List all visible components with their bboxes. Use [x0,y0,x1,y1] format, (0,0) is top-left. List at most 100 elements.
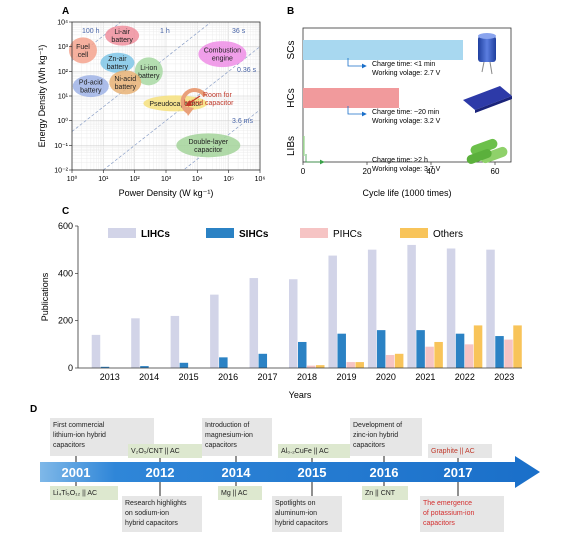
x-tick-label: 2023 [494,372,514,382]
panel-b-bars [303,40,463,156]
bar-pihcs-2018 [307,365,316,368]
arrow-label-line: Room for [203,92,232,99]
event-box [50,486,118,500]
bar-lihcs-2016 [210,294,219,368]
region-combustion-engine [198,41,247,68]
region-pseudocapacitor [143,95,208,112]
category-label-libs: LIBs [286,136,297,156]
event-top-text: capacitors [53,442,85,449]
event-bottom-text: The emergence [423,500,472,507]
bar-pihcs-2021 [425,346,434,368]
region-label: Fuel [76,44,90,51]
bar-sihcs-2021 [416,330,425,368]
event-bottom-text: of potassium-ion [423,510,474,517]
y-tick-label: 10⁻² [54,168,68,175]
event-bottom-text: aluminum-ion [275,510,317,517]
note-connector [347,58,367,69]
event-top-text: Graphite || AC [431,448,475,455]
x-tick-label: 60 [491,167,500,176]
panel-c-ylabel: Publications [40,272,50,321]
bar-pihcs-2022 [464,344,474,368]
x-tick-label: 0 [301,167,306,176]
panel-a-y-ticks: 10⁻² 10⁻¹ 10⁰ 10¹ 10² 10³ 10⁴ [54,20,72,175]
region-label: Li-air [114,29,130,36]
event-top-text: magnesium-ion [205,432,253,439]
event-bottom-text: hybrid capacitors [275,520,328,527]
bar-sihcs-2017 [258,353,268,368]
panel-c-legend: LIHCs SIHCs PIHCs Others [108,228,463,240]
legend-label-sihcs: SIHCs [239,229,269,240]
room-arrow [180,88,207,116]
x-tick-label: 10³ [161,176,172,183]
region-li-air-battery [105,25,140,46]
event-top-text: Introduction of [205,422,249,429]
event-box [420,496,504,532]
event-bottom-text: Li₄Ti₅O₁₂ || AC [53,490,97,497]
y-tick-label: 600 [58,221,73,231]
timeline-year-2015: 2015 [298,465,327,480]
event-top-text: Al₀.₂CuFe || AC [281,448,329,455]
region-li-ion-battery [134,57,163,86]
bar-others-2018 [316,365,325,368]
region-label: battery [138,73,160,80]
bar-libs [303,136,305,156]
legend-label-others: Others [433,229,463,240]
bar-sihcs-2019 [337,333,346,368]
event-box [218,486,262,500]
region-pd-acid-battery [72,75,109,98]
panel-d-label: D [30,404,37,415]
y-tick-label: 400 [58,268,73,278]
event-top-text: V₂O₅/CNT || AC [131,448,180,455]
x-tick-label: 10⁴ [192,176,203,183]
event-top-text: zinc-ion hybrid [353,432,398,439]
bar-others-2023 [513,325,522,368]
panel-b-category-labels: SCs HCs LIBs [286,41,297,156]
event-top-text: First commercial [53,422,105,429]
category-label-scs: SCs [286,41,297,60]
region-zn-air-battery [100,52,135,73]
bar-others-2021 [434,341,443,368]
event-box [278,444,350,458]
x-tick-label: 2019 [336,372,356,382]
bar-scs [303,40,463,60]
note-charge-time: Charge time: ~20 min [372,109,439,116]
panel-c-xlabel: Years [289,390,312,400]
x-tick-label: 10¹ [98,176,109,183]
x-tick-label: 10⁶ [255,176,266,183]
event-box [202,418,272,456]
note-working-voltage: Working volage: 2.7 V [372,70,441,77]
x-tick-label: 10⁵ [223,176,234,183]
timeline-year-2012: 2012 [146,465,175,480]
cylindrical-cell-icon [466,138,508,164]
x-tick-label: 10² [130,176,141,183]
event-box [128,444,202,458]
category-label-hcs: HCs [286,88,297,107]
bar-sihcs-2013 [100,366,110,368]
panel-c-bars [91,244,522,368]
panel-a-xlabel: Power Density (W kg⁻¹) [119,188,214,198]
region-label: capacitor [194,147,223,154]
y-tick-label: 10² [58,69,69,76]
region-label: Combustion [204,48,241,55]
region-label: battery [80,88,102,95]
timeline-year-2001: 2001 [62,465,91,480]
bar-others-2022 [473,325,483,368]
legend-swatch-pihcs [300,228,328,238]
time-constant-line [103,46,261,171]
panel-c-y-ticks: 0 200 400 600 [58,221,78,373]
note-charge-time: Charge time: >2 h [372,157,428,164]
panel-a-ylabel: Energy Density (Wh kg⁻¹) [37,45,47,148]
panel-c-label: C [62,206,69,217]
x-tick-label: 2013 [100,372,120,382]
panel-a-x-ticks: 10⁰ 10¹ 10² 10³ 10⁴ 10⁵ 10⁶ [67,170,266,183]
region-label: Li-ion [140,65,157,72]
legend-label-pihcs: PIHCs [333,229,362,240]
bar-lihcs-2017 [249,278,259,368]
event-box [350,418,422,456]
event-box [122,496,202,532]
event-bottom-text: capacitors [423,520,455,527]
region-label: Pd-acid [79,80,103,87]
y-tick-label: 200 [58,316,73,326]
